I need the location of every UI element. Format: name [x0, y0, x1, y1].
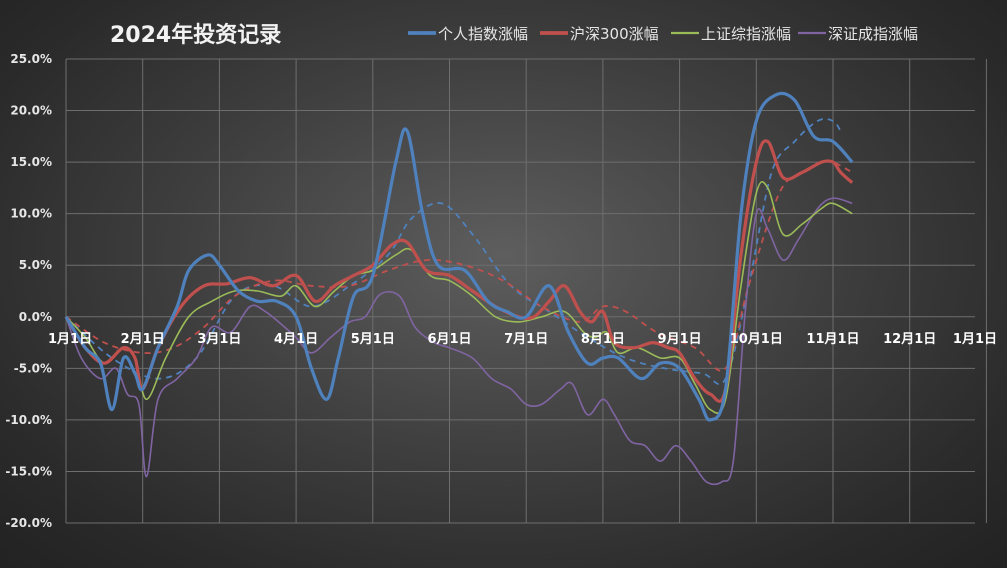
y-tick-label: -5.0% — [14, 361, 52, 375]
x-tick-labels: 1月1日 2月1日 3月1日 4月1日 5月1日 6月1日 7月1日 8月1日 9月1日 10月1… — [48, 332, 997, 347]
y-tick-label: 5.0% — [19, 258, 52, 272]
series-line — [65, 197, 853, 486]
legend-label: 沪深300涨幅 — [570, 25, 659, 43]
series-line — [65, 180, 853, 414]
y-tick-label: -15.0% — [5, 464, 52, 478]
x-tick-label: 6月1日 — [427, 332, 471, 347]
y-tick-label: 20.0% — [10, 104, 52, 118]
gridlines — [65, 58, 987, 524]
y-tick-labels: 25.0% 20.0% 15.0% 10.0% 5.0% 0.0% -5.0% -10.0% -… — [5, 52, 52, 530]
x-tick-label: 8月1日 — [581, 332, 625, 347]
series-line — [64, 91, 854, 422]
x-tick-label: 11月1日 — [806, 332, 859, 347]
trendlines — [65, 117, 853, 386]
x-tick-label: 1月1日 — [953, 332, 997, 347]
x-tick-label: 7月1日 — [504, 332, 548, 347]
y-tick-label: 25.0% — [10, 52, 52, 66]
x-tick-label: 1月1日 — [48, 332, 92, 347]
chart-title: 2024年投资记录 — [110, 22, 281, 48]
x-tick-label: 10月1日 — [730, 332, 783, 347]
y-tick-label: 10.0% — [10, 207, 52, 221]
y-tick-label: 15.0% — [10, 155, 52, 169]
series-lines — [64, 91, 854, 486]
x-tick-label: 9月1日 — [658, 332, 702, 347]
x-tick-label: 4月1日 — [274, 332, 318, 347]
x-tick-label: 2月1日 — [121, 332, 165, 347]
legend-label: 上证综指涨幅 — [701, 25, 791, 43]
trendline — [65, 117, 842, 386]
y-tick-label: -10.0% — [5, 413, 52, 427]
y-tick-label: 0.0% — [19, 310, 52, 324]
x-tick-label: 12月1日 — [883, 332, 936, 347]
legend: 个人指数涨幅 沪深300涨幅 上证综指涨幅 深证成指涨幅 — [408, 25, 918, 43]
x-tick-label: 5月1日 — [351, 332, 395, 347]
legend-label: 深证成指涨幅 — [828, 25, 918, 43]
y-tick-label: -20.0% — [5, 516, 52, 530]
legend-label: 个人指数涨幅 — [438, 25, 528, 43]
x-tick-label: 3月1日 — [197, 332, 241, 347]
